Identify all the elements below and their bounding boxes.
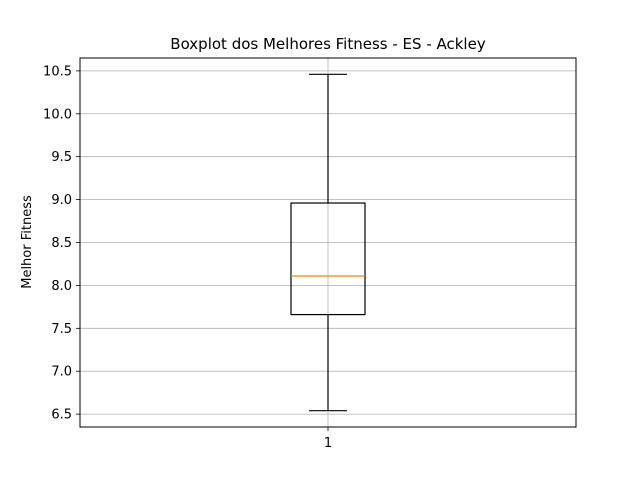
y-tick-label: 7.5 — [51, 322, 72, 337]
y-tick-label: 6.5 — [51, 408, 72, 423]
x-tick-label: 1 — [324, 436, 332, 451]
y-tick-label: 9.5 — [51, 150, 72, 165]
y-tick-label: 10.0 — [43, 107, 72, 122]
chart-title: Boxplot dos Melhores Fitness - ES - Ackl… — [170, 35, 486, 53]
y-axis-label: Melhor Fitness — [20, 195, 35, 289]
y-tick-label: 8.0 — [51, 279, 72, 294]
y-tick-label: 10.5 — [43, 64, 72, 79]
y-tick-label: 7.0 — [51, 365, 72, 380]
y-tick-label: 9.0 — [51, 193, 72, 208]
box-iqr — [290, 202, 366, 316]
plot-frame — [79, 57, 577, 428]
axes: 6.5 7.0 7.5 8.0 8.5 9.0 9.5 10.0 10.5 1 — [43, 57, 577, 451]
box-marks — [290, 73, 366, 412]
y-tick-label: 8.5 — [51, 236, 72, 251]
